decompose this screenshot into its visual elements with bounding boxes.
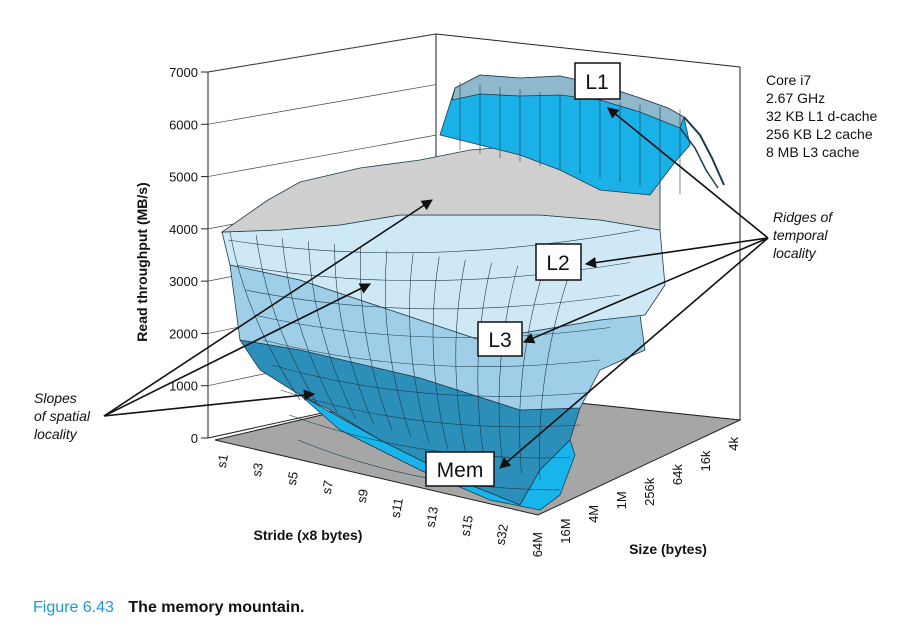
stride-tick-label: s7 bbox=[319, 479, 336, 495]
processor-info-line: 8 MB L3 cache bbox=[766, 144, 860, 160]
gridline bbox=[207, 134, 437, 177]
mesh-line bbox=[455, 259, 467, 456]
slope-arrow-mid bbox=[103, 283, 372, 417]
throughput-tick-label: 0 bbox=[191, 431, 198, 446]
size-tick-label: 4M bbox=[586, 505, 601, 523]
processor-info-line: Core i7 bbox=[766, 72, 811, 88]
label-box-mem: Mem bbox=[425, 451, 495, 487]
mesh-line bbox=[334, 244, 375, 425]
slope-arrow-low bbox=[103, 389, 316, 417]
throughput-tick-label: 1000 bbox=[169, 379, 198, 394]
size-tick-label: 64k bbox=[670, 464, 685, 485]
stride-tick-label: s1 bbox=[214, 453, 231, 469]
size-tick-label: 16M bbox=[558, 518, 573, 543]
processor-info: Core i7 2.67 GHz 32 KB L1 d-cache 256 KB… bbox=[766, 72, 878, 160]
figure-number: Figure 6.43 bbox=[33, 599, 114, 616]
label-box-l1: L1 bbox=[574, 62, 621, 100]
mesh-line bbox=[289, 414, 571, 459]
stride-tick-label: s9 bbox=[354, 488, 371, 504]
mesh-line bbox=[360, 247, 393, 431]
ridge-arrow-mem bbox=[499, 237, 769, 469]
processor-info-line: 2.67 GHz bbox=[766, 90, 825, 106]
throughput-tick-label: 4000 bbox=[169, 222, 198, 237]
stride-tick-label: s11 bbox=[388, 497, 406, 519]
ridge-arrow-l3 bbox=[522, 237, 769, 344]
slopes-annotation-line: locality bbox=[34, 426, 78, 442]
slopes-annotation-line: of spatial bbox=[34, 408, 91, 424]
mesh-line bbox=[432, 256, 448, 450]
ridge-arrow-l2 bbox=[584, 237, 769, 269]
size-tick-label: 1M bbox=[614, 491, 629, 509]
mesh-line bbox=[271, 364, 591, 397]
processor-info-line: 32 KB L1 d-cache bbox=[766, 108, 878, 124]
throughput-tick-label: 6000 bbox=[169, 117, 198, 132]
throughput-tick-label: 3000 bbox=[169, 274, 198, 289]
stride-tick-label: s5 bbox=[284, 470, 301, 486]
label-l1: L1 bbox=[585, 71, 608, 94]
stride-tick-label: s3 bbox=[249, 462, 266, 478]
throughput-axis-ticks: 0 1000 2000 3000 4000 5000 6000 7000 bbox=[169, 65, 208, 446]
throughput-tick-label: 2000 bbox=[169, 326, 198, 341]
mesh-line bbox=[254, 314, 611, 338]
slope-arrow-top bbox=[103, 199, 433, 417]
figure-title: The memory mountain. bbox=[128, 599, 304, 616]
mesh-line bbox=[255, 235, 319, 407]
gridline bbox=[207, 33, 437, 73]
mesh-line bbox=[297, 439, 561, 491]
label-box-l3: L3 bbox=[477, 321, 523, 357]
surface bbox=[220, 74, 725, 511]
surface-l1-tail bbox=[683, 116, 725, 186]
mesh-line bbox=[384, 250, 412, 438]
stride-tick-label: s13 bbox=[423, 505, 441, 528]
mesh-line bbox=[282, 238, 338, 413]
size-axis-ticks: 64M 16M 4M 1M 256k 64k 16k 4k bbox=[530, 437, 741, 558]
ridge-arrow-l1 bbox=[607, 107, 769, 239]
mesh-line bbox=[539, 271, 571, 481]
size-tick-label: 16k bbox=[698, 450, 713, 471]
size-tick-label: 64M bbox=[530, 532, 545, 557]
stride-axis-ticks: s1 s3 s5 s7 s9 s11 s13 s15 s32 bbox=[214, 453, 511, 546]
ridges-annotation-line: locality bbox=[773, 245, 817, 261]
gridline bbox=[207, 84, 437, 125]
mesh-line bbox=[308, 241, 356, 419]
figure-caption: Figure 6.43 The memory mountain. bbox=[33, 599, 304, 616]
stride-axis-label: Stride (x8 bytes) bbox=[254, 527, 363, 543]
stride-tick-label: s32 bbox=[493, 523, 511, 546]
throughput-axis-label: Read throughput (MB/s) bbox=[134, 182, 150, 341]
slopes-annotation: Slopes of spatial locality bbox=[34, 199, 433, 442]
stride-tick-label: s15 bbox=[458, 514, 476, 537]
size-tick-label: 4k bbox=[726, 437, 741, 451]
processor-info-line: 256 KB L2 cache bbox=[766, 126, 873, 142]
ridges-annotation-line: Ridges of bbox=[773, 209, 834, 225]
label-box-l2: L2 bbox=[535, 243, 582, 281]
label-l2: L2 bbox=[546, 252, 569, 275]
label-mem: Mem bbox=[437, 459, 484, 482]
mesh-line bbox=[227, 229, 641, 254]
mesh-line bbox=[409, 253, 430, 444]
mesh-line bbox=[519, 268, 545, 474]
slopes-annotation-line: Slopes bbox=[34, 390, 77, 406]
mesh-line bbox=[262, 339, 601, 367]
surface-l1-tail-2 bbox=[679, 127, 719, 189]
throughput-tick-label: 7000 bbox=[169, 65, 198, 80]
ridges-annotation-line: temporal bbox=[773, 227, 828, 243]
surface-mesh bbox=[227, 82, 681, 491]
ridges-annotation: Ridges of temporal locality bbox=[499, 107, 834, 469]
size-tick-label: 256k bbox=[642, 477, 657, 506]
throughput-tick-label: 5000 bbox=[169, 170, 198, 185]
label-l3: L3 bbox=[488, 329, 511, 352]
size-axis-label: Size (bytes) bbox=[629, 541, 707, 557]
mesh-line bbox=[477, 262, 492, 462]
mesh-line bbox=[280, 389, 581, 428]
mesh-line bbox=[245, 289, 621, 310]
